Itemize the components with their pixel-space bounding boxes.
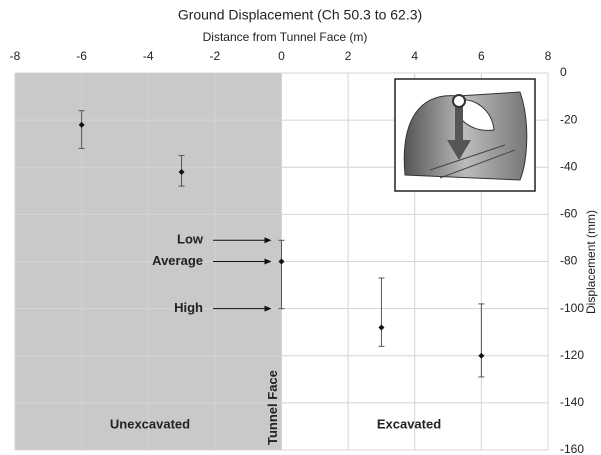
y-tick-label: -120 bbox=[560, 348, 584, 362]
tunnel-face-label: Tunnel Face bbox=[265, 370, 280, 445]
y-tick-label: -80 bbox=[560, 254, 578, 268]
x-tick-label: -6 bbox=[76, 49, 87, 63]
y-tick-label: -20 bbox=[560, 112, 578, 126]
arrow-head bbox=[264, 237, 272, 244]
x-tick-label: -4 bbox=[143, 49, 154, 63]
x-tick-label: -8 bbox=[10, 49, 21, 63]
x-axis-label: Distance from Tunnel Face (m) bbox=[203, 30, 368, 44]
data-point bbox=[78, 121, 85, 128]
inset-illustration bbox=[394, 78, 536, 192]
y-tick-label: -160 bbox=[560, 442, 584, 455]
zone-label: Unexcavated bbox=[110, 416, 190, 431]
chart-title: Ground Displacement (Ch 50.3 to 62.3) bbox=[178, 7, 422, 23]
x-tick-label: 0 bbox=[278, 49, 285, 63]
marks bbox=[78, 110, 485, 378]
y-tick-label: -60 bbox=[560, 207, 578, 221]
y-tick-label: -140 bbox=[560, 395, 584, 409]
annotation-label: High bbox=[174, 300, 203, 315]
arrow-head bbox=[264, 258, 272, 265]
y-tick-label: -40 bbox=[560, 159, 578, 173]
data-point bbox=[378, 324, 385, 331]
zone-label: Excavated bbox=[377, 416, 441, 431]
annotation-label: Average bbox=[152, 253, 203, 268]
x-tick-label: 4 bbox=[411, 49, 418, 63]
y-axis-label: Displacement (mm) bbox=[584, 210, 598, 314]
x-tick-label: -2 bbox=[210, 49, 221, 63]
y-tick-label: -100 bbox=[560, 301, 584, 315]
data-point bbox=[278, 258, 285, 265]
annotation-label: Low bbox=[177, 232, 204, 247]
data-point bbox=[478, 352, 485, 359]
x-tick-label: 2 bbox=[345, 49, 352, 63]
arrow-head bbox=[264, 305, 272, 312]
x-tick-label: 6 bbox=[478, 49, 485, 63]
data-point bbox=[178, 168, 185, 175]
y-tick-label: 0 bbox=[560, 65, 567, 79]
x-tick-label: 8 bbox=[545, 49, 552, 63]
